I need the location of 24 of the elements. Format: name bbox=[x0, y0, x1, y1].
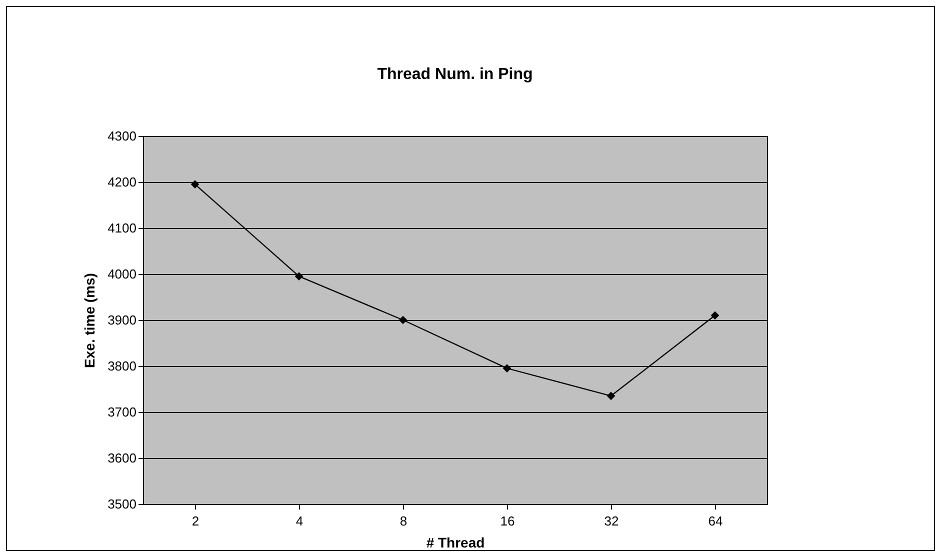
y-tick-label: 4300 bbox=[108, 128, 136, 144]
y-tick-label: 4200 bbox=[108, 174, 136, 190]
y-tick-label: 4100 bbox=[108, 220, 136, 236]
x-tick-label: 64 bbox=[708, 514, 723, 528]
y-tick-label: 3800 bbox=[108, 358, 136, 374]
x-tick-label: 32 bbox=[604, 514, 619, 528]
x-tick-label: 8 bbox=[400, 514, 408, 528]
chart-title: Thread Num. in Ping bbox=[377, 66, 533, 83]
x-tick-label: 4 bbox=[296, 514, 304, 528]
y-tick-label: 4000 bbox=[108, 266, 136, 282]
y-tick-label: 3900 bbox=[108, 312, 136, 328]
point bbox=[502, 364, 512, 372]
y-tick-label: 3700 bbox=[108, 404, 136, 420]
x-tick-label: 16 bbox=[500, 514, 515, 528]
y-tick-label: 3500 bbox=[108, 496, 136, 512]
y-axis-title: Exe. time (ms) bbox=[82, 273, 98, 368]
point bbox=[606, 392, 616, 400]
x-tick-label: 2 bbox=[192, 514, 200, 528]
x-axis-title: # Thread bbox=[426, 534, 485, 550]
point bbox=[294, 272, 304, 280]
point bbox=[710, 311, 720, 320]
point bbox=[398, 316, 408, 324]
point bbox=[190, 180, 200, 188]
y-tick-label: 3600 bbox=[108, 450, 136, 466]
